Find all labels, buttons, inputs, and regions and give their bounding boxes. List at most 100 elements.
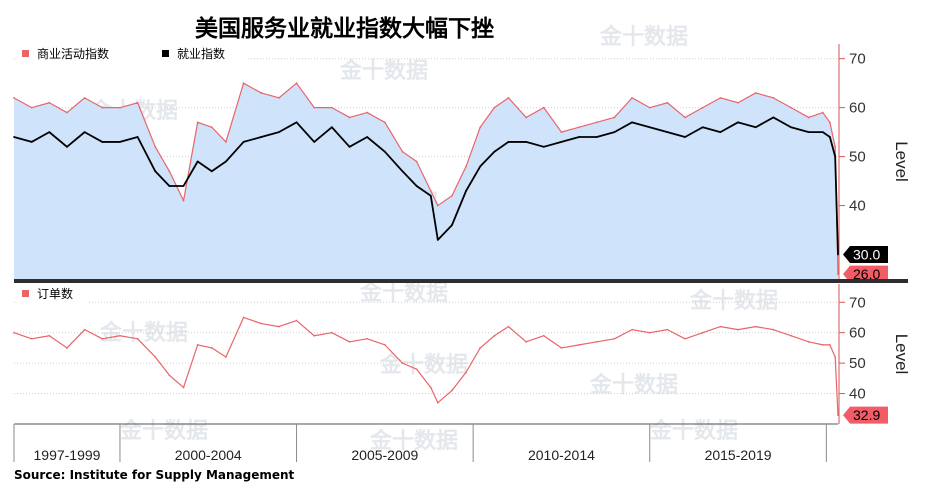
data-point (83, 328, 86, 331)
data-point (613, 131, 616, 134)
data-point (719, 96, 722, 99)
data-point (821, 131, 824, 134)
data-point (154, 356, 157, 358)
data-point (83, 96, 86, 99)
data-point (277, 325, 280, 328)
data-point (465, 189, 467, 192)
data-point (242, 141, 245, 143)
data-point (210, 347, 213, 349)
data-point (401, 170, 404, 173)
data-point (542, 334, 545, 337)
data-point (168, 170, 171, 173)
data-point (383, 150, 386, 153)
legend-background (16, 45, 248, 63)
data-point (631, 328, 633, 331)
data-point (631, 96, 633, 99)
data-point (451, 194, 453, 197)
y-tick-label: 50 (849, 149, 866, 166)
y-tick-label: 40 (849, 386, 866, 403)
data-point (834, 356, 837, 358)
data-point (348, 116, 351, 119)
data-point (401, 150, 404, 153)
data-point (493, 150, 496, 153)
data-point (168, 185, 171, 187)
data-point (260, 92, 263, 94)
data-point (30, 337, 33, 340)
data-point (701, 126, 704, 129)
data-point (578, 126, 581, 129)
data-point (436, 238, 439, 241)
data-point (719, 325, 722, 328)
data-point (415, 160, 418, 163)
y-tick-label: 40 (849, 198, 866, 215)
data-point (465, 371, 467, 374)
data-point (754, 92, 757, 94)
data-point (821, 111, 824, 114)
x-tick-label: 2015-2019 (705, 447, 772, 463)
data-point (828, 343, 831, 346)
x-tick-label: 2010-2014 (528, 447, 595, 463)
data-point (242, 82, 245, 85)
data-point (119, 334, 121, 337)
data-point (451, 224, 453, 227)
data-point (277, 131, 280, 134)
data-point (225, 160, 227, 163)
data-point (260, 136, 263, 138)
data-point (30, 141, 33, 143)
data-point (507, 325, 510, 328)
data-point (807, 131, 810, 134)
data-point (560, 141, 563, 143)
last-value-tag (843, 265, 888, 283)
data-point (225, 141, 227, 143)
data-point (429, 189, 432, 192)
data-point (48, 334, 51, 337)
data-point (196, 160, 199, 163)
x-tick-label: 2000-2004 (175, 447, 242, 463)
data-point (348, 145, 351, 148)
source-note: Source: Institute for Supply Management (14, 468, 295, 482)
data-point (648, 106, 651, 109)
data-point (242, 316, 245, 319)
legend-label: 订单数 (37, 286, 73, 301)
data-point (737, 121, 739, 124)
data-point (465, 165, 467, 168)
last-value-tag (843, 406, 888, 424)
data-point (13, 136, 15, 138)
data-point (525, 141, 528, 143)
y-axis-label: Level (892, 334, 911, 375)
data-point (13, 331, 15, 334)
data-point (828, 136, 831, 138)
data-point (737, 101, 739, 104)
data-point (101, 337, 104, 340)
data-point (507, 96, 510, 99)
data-point (182, 386, 185, 389)
data-point (666, 101, 669, 104)
data-point (834, 155, 837, 158)
legend-swatch (22, 50, 29, 57)
last-value-label: 30.0 (853, 247, 880, 263)
data-point (834, 145, 837, 148)
data-point (136, 136, 139, 138)
legend-label: 就业指数 (177, 46, 225, 61)
data-point (415, 185, 418, 187)
data-point (415, 368, 418, 371)
data-point (168, 374, 171, 377)
data-point (493, 106, 496, 109)
legend-label: 商业活动指数 (37, 46, 109, 61)
data-point (277, 96, 280, 99)
data-point (837, 414, 839, 417)
data-point (366, 337, 369, 340)
data-point (772, 116, 775, 119)
data-point (313, 106, 316, 109)
legend-swatch (22, 290, 29, 297)
data-point (613, 116, 616, 119)
data-point (210, 126, 213, 129)
data-point (66, 347, 68, 349)
data-point (578, 343, 581, 346)
data-point (136, 337, 139, 340)
data-point (772, 328, 775, 331)
data-point (295, 121, 298, 124)
data-point (701, 106, 704, 109)
data-point (507, 141, 510, 143)
